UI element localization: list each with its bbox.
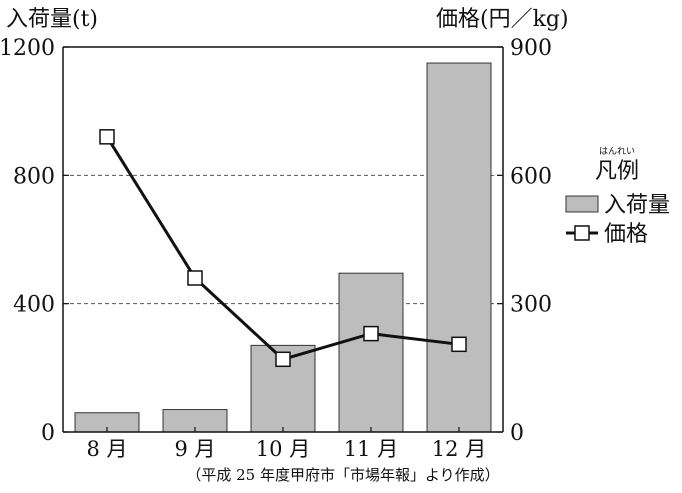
legend-bar-swatch: [565, 195, 599, 213]
price-marker: [187, 270, 203, 286]
right-tick-label: 600: [510, 164, 552, 189]
right-axis-title: 価格(円／kg): [436, 7, 569, 32]
right-tick-label: 300: [510, 293, 552, 318]
left-tick-label: 0: [41, 421, 55, 446]
left-axis-title: 入荷量(t): [6, 7, 98, 32]
right-tick-label: 0: [510, 421, 524, 446]
legend-title-ruby: はんれい: [599, 146, 635, 157]
legend-title: 凡例: [595, 159, 639, 184]
left-tick-label: 400: [13, 293, 55, 318]
price-line: [105, 136, 460, 361]
x-category-label: 12 月: [432, 437, 486, 461]
price-marker: [99, 129, 115, 145]
legend-bar-label: 入荷量: [604, 193, 670, 218]
x-category-label: 9 月: [174, 437, 215, 461]
bar: [338, 272, 404, 433]
price-marker: [275, 351, 291, 368]
legend-line-marker: [574, 225, 590, 241]
price-marker: [451, 336, 467, 353]
source-note: （平成 25 年度甲府市「市場年報」より作成）: [186, 466, 499, 484]
left-tick-label: 1200: [0, 36, 55, 61]
x-category-label: 11 月: [344, 437, 398, 461]
x-category-label: 10 月: [256, 437, 310, 461]
right-tick-label: 900: [510, 36, 552, 61]
x-category-label: 8 月: [86, 437, 127, 461]
left-tick-label: 800: [13, 164, 55, 189]
legend: はんれい 凡例 入荷量 価格: [565, 146, 670, 247]
price-marker: [363, 325, 379, 342]
legend-line-label: 価格: [604, 222, 648, 247]
bar: [426, 62, 492, 433]
